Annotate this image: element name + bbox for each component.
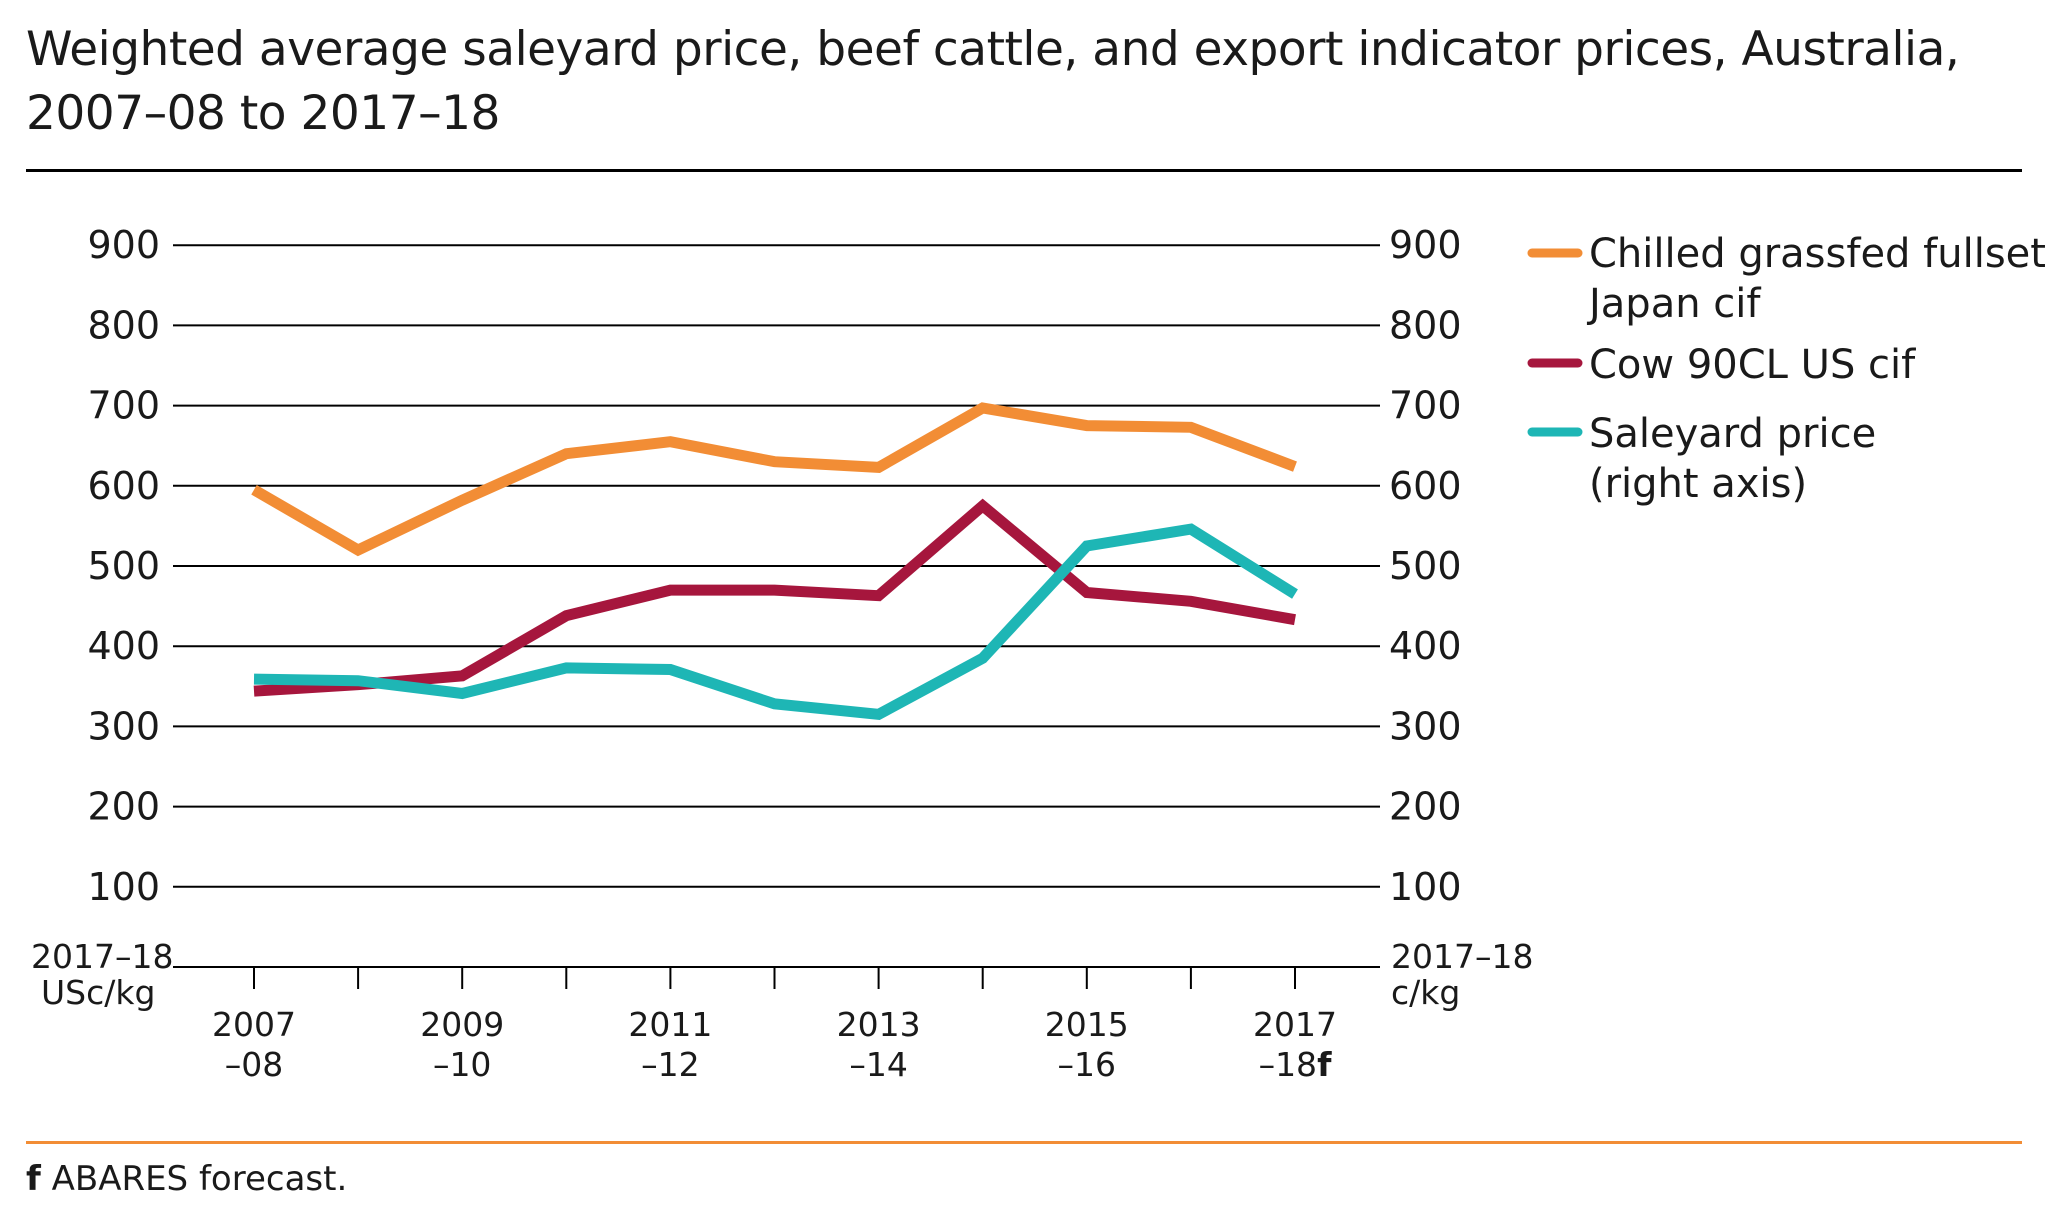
title-divider (26, 169, 2022, 172)
x-tick-label-period-text: –14 (849, 1045, 908, 1084)
y-left-tick-label: 800 (87, 303, 160, 347)
x-tick-label-period-text: –12 (641, 1045, 700, 1084)
x-tick-label-year: 2007 (212, 1005, 296, 1044)
footnote: f ABARES forecast. (26, 1152, 347, 1206)
line-chart: 100 200 300 400 500 600 700 800 900 100 200 300 400 5… (31, 223, 2046, 1084)
x-tick-label-period-text: –08 (225, 1045, 284, 1084)
y-right-tick-label: 100 (1389, 865, 1462, 909)
y-right-tick-label: 700 (1389, 384, 1462, 428)
y-left-unit-line1: 2017–18 (31, 937, 173, 976)
axes: 100 200 300 400 500 600 700 800 900 100 200 300 400 5… (31, 223, 1533, 1084)
legend-label: Saleyard price (1589, 411, 1876, 457)
legend-label: Cow 90CL US cif (1589, 342, 1916, 388)
x-tick-label-period: –10 (433, 1045, 492, 1084)
x-tick-label-period-text: –10 (433, 1045, 492, 1084)
y-right-unit-line1: 2017–18 (1391, 937, 1533, 976)
gridlines (173, 244, 1380, 888)
y-left-unit-line2: USc/kg (41, 973, 155, 1012)
footnote-text: ABARES forecast. (51, 1159, 348, 1199)
y-right-tick-label: 800 (1389, 303, 1462, 347)
x-tick-label-year: 2009 (420, 1005, 504, 1044)
legend-label: Japan cif (1586, 281, 1761, 327)
y-right-tick-label: 900 (1389, 223, 1462, 267)
series-lines (251, 402, 1298, 721)
y-left-tick-label: 700 (87, 384, 160, 428)
x-tick-label-period: –12 (641, 1045, 700, 1084)
legend-label: Chilled grassfed fullset (1589, 231, 2046, 277)
x-tick-label-year: 2011 (628, 1005, 712, 1044)
y-right-tick-label: 600 (1389, 464, 1462, 508)
y-right-tick-label: 300 (1389, 704, 1462, 748)
x-tick-label-period-text: –16 (1058, 1045, 1117, 1084)
legend-label: (right axis) (1589, 461, 1807, 507)
x-tick-label-year: 2013 (837, 1005, 921, 1044)
x-tick-label-year: 2015 (1045, 1005, 1129, 1044)
footer-divider (26, 1141, 2022, 1144)
y-right-tick-label: 200 (1389, 785, 1462, 829)
x-tick-label-period-text: –18 (1259, 1045, 1318, 1084)
chart-title: Weighted average saleyard price, beef ca… (26, 22, 1960, 141)
y-left-tick-label: 600 (87, 464, 160, 508)
series-line-0 (251, 402, 1297, 557)
y-left-tick-label: 200 (87, 785, 160, 829)
series-line-2 (253, 523, 1298, 721)
y-left-tick-label: 400 (87, 624, 160, 668)
x-tick-label-period: –08 (225, 1045, 284, 1084)
y-right-unit-line2: c/kg (1391, 973, 1460, 1012)
y-right-tick-label: 400 (1389, 624, 1462, 668)
y-left-tick-label: 300 (87, 704, 160, 748)
footnote-mark: f (26, 1159, 41, 1199)
forecast-mark: f (1317, 1045, 1332, 1084)
x-tick-label-year: 2017 (1253, 1005, 1337, 1044)
x-tick-label-period: –16 (1058, 1045, 1117, 1084)
y-left-tick-label: 500 (87, 544, 160, 588)
y-left-tick-label: 900 (87, 223, 160, 267)
y-left-tick-label: 100 (87, 865, 160, 909)
y-right-tick-label: 500 (1389, 544, 1462, 588)
series-line-1 (253, 498, 1296, 697)
x-tick-label-period: –14 (849, 1045, 908, 1084)
x-tick-label-period: –18f (1259, 1045, 1333, 1084)
